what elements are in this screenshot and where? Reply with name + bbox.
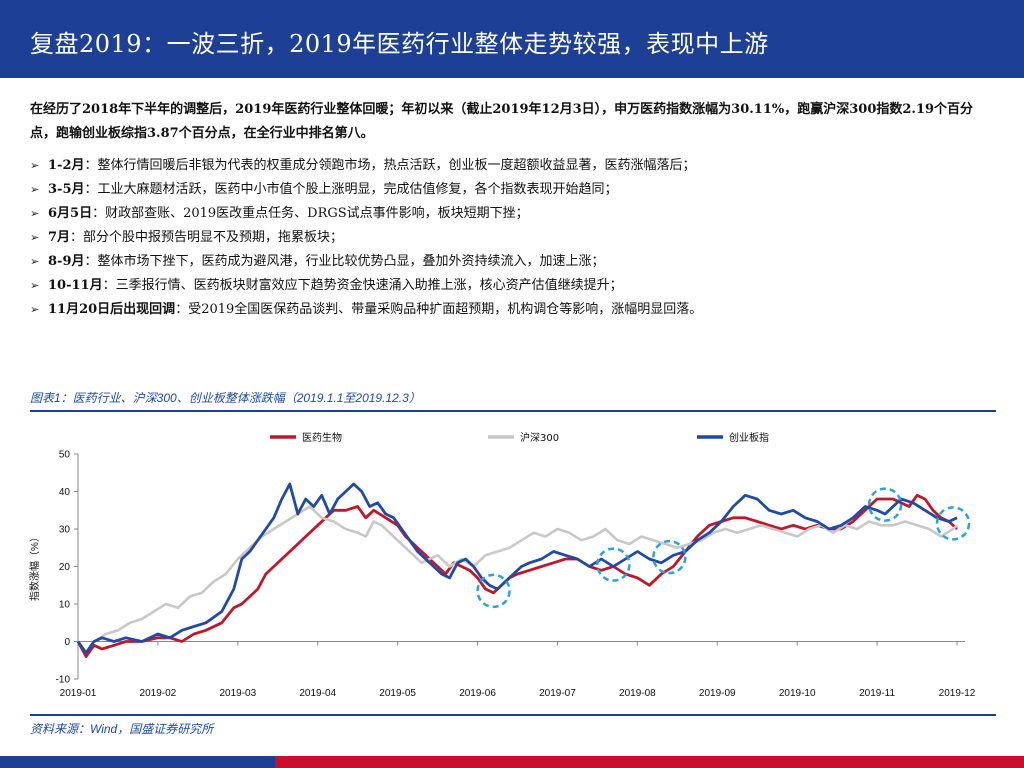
figure-top-rule <box>30 410 996 412</box>
y-tick-label: 40 <box>59 487 71 498</box>
summary-paragraph: 在经历了2018年下半年的调整后，2019年医药行业整体回暖；年初以来（截止20… <box>30 102 974 141</box>
y-tick-label: 20 <box>59 562 71 573</box>
highlight-circle <box>476 573 511 609</box>
bullet-key: 7月 <box>48 230 71 245</box>
bullet-text: ：工业大麻题材活跃，医药中小市值个股上涨明显，完成估值修复，各个指数表现开始趋同… <box>84 182 618 197</box>
bullet-item: ➢ 7月：部分个股中报预告明显不及预期，拖累板块； <box>30 226 995 250</box>
x-tick-label: 2019-02 <box>140 688 177 699</box>
bullet-item: ➢ 6月5日：财政部查账、2019医改重点任务、DRGS试点事件影响，板块短期下挫… <box>30 202 995 226</box>
y-axis-title: 指数涨幅（%） <box>28 532 41 601</box>
legend-label: 医药生物 <box>302 431 342 444</box>
x-tick-label: 2019-11 <box>859 688 895 699</box>
bullet-key: 10-11月 <box>48 278 103 293</box>
y-tick-label: 50 <box>59 450 71 461</box>
bullet-item: ➢ 1-2月：整体行情回暖后非银为代表的权重成分领跑市场，热点活跃，创业板一度超额… <box>30 154 995 178</box>
bullet-key: 3-5月 <box>48 182 85 197</box>
x-tick-label: 2019-03 <box>219 688 256 699</box>
highlight-circle <box>935 506 971 541</box>
series-line-chinext <box>76 482 958 655</box>
y-tick-label: 10 <box>59 600 71 611</box>
header-bar: 复盘2019：一波三折，2019年医药行业整体走势较强，表现中上游 <box>0 0 1024 78</box>
figure-bottom-rule <box>30 714 996 716</box>
highlight-circle <box>867 487 903 522</box>
x-tick-label: 2019-08 <box>619 688 656 699</box>
legend-label: 沪深300 <box>520 431 559 444</box>
arrow-bullet-icon: ➢ <box>30 231 40 244</box>
x-tick-label: 2019-04 <box>299 688 336 699</box>
bullet-text: ：整体市场下挫下，医药成为避风港，行业比较优势凸显，叠加外资持续流入，加速上涨； <box>84 254 605 269</box>
source-note: 资料来源：Wind，国盛证券研究所 <box>30 722 214 736</box>
bullet-item: ➢ 3-5月：工业大麻题材活跃，医药中小市值个股上涨明显，完成估值修复，各个指数表… <box>30 178 995 202</box>
bullet-key: 11月20日后出现回调 <box>48 302 176 317</box>
bullet-text: ：财政部查账、2019医改重点任务、DRGS试点事件影响，板块短期下挫； <box>92 206 529 221</box>
series-line-pharma <box>76 493 958 658</box>
y-tick-label: 0 <box>64 637 70 648</box>
arrow-bullet-icon: ➢ <box>30 255 40 268</box>
y-tick-label: -10 <box>56 675 71 686</box>
x-tick-label: 2019-06 <box>459 688 496 699</box>
x-tick-label: 2019-07 <box>539 688 576 699</box>
bullet-key: 1-2月 <box>48 158 85 173</box>
bullet-text: ：三季报行情、医药板块财富效应下趋势资金快速涌入助推上涨，核心资产估值继续提升； <box>102 278 623 293</box>
bullet-item: ➢ 10-11月：三季报行情、医药板块财富效应下趋势资金快速涌入助推上涨，核心资产… <box>30 274 995 298</box>
bullet-text: ：受2019全国医保药品谈判、带量采购品种扩面超预期，机构调仓等影响，涨幅明显回… <box>175 302 703 317</box>
arrow-bullet-icon: ➢ <box>30 303 40 316</box>
bullet-item: ➢ 8-9月：整体市场下挫下，医药成为避风港，行业比较优势凸显，叠加外资持续流入，… <box>30 250 995 274</box>
highlight-circle <box>652 539 687 575</box>
arrow-bullet-icon: ➢ <box>30 279 40 292</box>
bullet-item: ➢ 11月20日后出现回调：受2019全国医保药品谈判、带量采购品种扩面超预期，机… <box>30 298 995 322</box>
footer-blue-bar <box>0 756 275 768</box>
highlight-circle <box>596 547 631 582</box>
arrow-bullet-icon: ➢ <box>30 183 40 196</box>
x-tick-label: 2019-10 <box>779 688 816 699</box>
figure-title: 图表1：医药行业、沪深300、创业板整体涨跌幅（2019.1.1至2019.12… <box>30 391 421 405</box>
bullet-list: ➢ 1-2月：整体行情回暖后非银为代表的权重成分领跑市场，热点活跃，创业板一度超额… <box>30 154 995 322</box>
footer-red-bar <box>275 756 1024 768</box>
series-line-csi300 <box>76 505 958 655</box>
x-tick-label: 2019-05 <box>379 688 416 699</box>
legend-label: 创业板指 <box>729 431 769 444</box>
arrow-bullet-icon: ➢ <box>30 207 40 220</box>
x-tick-label: 2019-12 <box>939 688 976 699</box>
line-chart: -10 0 10 20 30 40 50 2019-01 2019-02 2019-03 2019-… <box>28 431 976 699</box>
page-title: 复盘2019：一波三折，2019年医药行业整体走势较强，表现中上游 <box>30 30 769 58</box>
y-tick-label: 30 <box>59 525 71 536</box>
bullet-text: ：部分个股中报预告明显不及预期，拖累板块； <box>70 230 344 245</box>
bullet-key: 6月5日 <box>48 206 93 221</box>
bullet-text: ：整体行情回暖后非银为代表的权重成分领跑市场，热点活跃，创业板一度超额收益显著，… <box>84 158 696 173</box>
x-tick-label: 2019-01 <box>60 688 97 699</box>
bullet-key: 8-9月 <box>48 254 85 269</box>
arrow-bullet-icon: ➢ <box>30 159 40 172</box>
x-tick-label: 2019-09 <box>699 688 736 699</box>
